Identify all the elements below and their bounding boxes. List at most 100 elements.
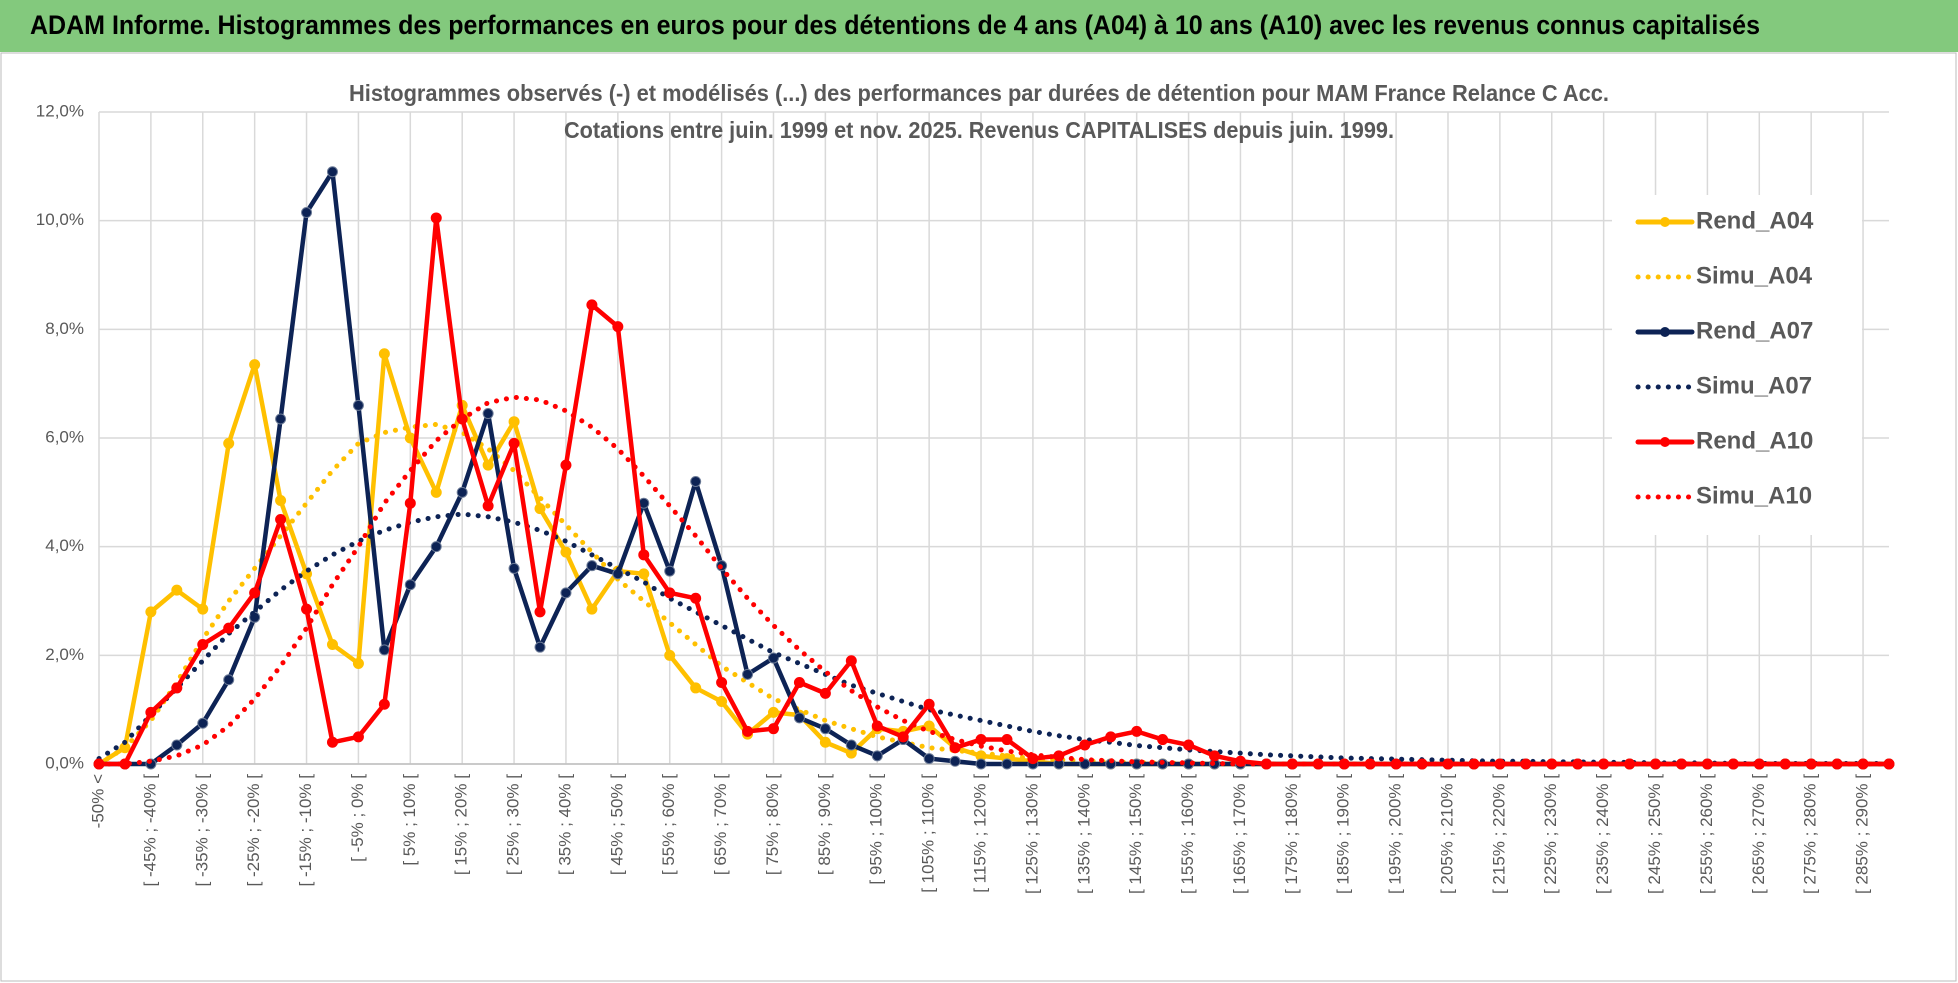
series-marker [845, 739, 857, 751]
legend-label: Simu_A10 [1696, 482, 1812, 509]
series-marker [326, 166, 338, 178]
series-marker [638, 568, 650, 580]
series-marker [482, 408, 494, 420]
series-marker [378, 698, 390, 710]
series-marker [975, 758, 987, 770]
y-tick-label: 0,0% [45, 753, 84, 772]
x-tick-label: [ 25% ; 30% [ [504, 774, 523, 875]
banner-bg [0, 0, 1958, 52]
series-marker [690, 682, 702, 694]
y-tick-label: 10,0% [36, 210, 84, 229]
chart-title: Histogrammes observés (-) et modélisés (… [349, 80, 1609, 106]
series-marker [664, 649, 676, 661]
series-marker [197, 717, 209, 729]
series-marker [430, 212, 442, 224]
chart-subtitle: Cotations entre juin. 1999 et nov. 2025.… [564, 117, 1394, 143]
series-marker [793, 677, 805, 688]
x-tick-label: [ 235% ; 240% [ [1593, 774, 1612, 894]
series-line [96, 215, 1892, 767]
series-marker [171, 682, 183, 694]
series-marker [508, 437, 520, 449]
series-marker [767, 723, 779, 735]
x-tick-label: [ 225% ; 230% [ [1541, 774, 1560, 894]
x-tick-label: [ 195% ; 200% [ [1386, 774, 1405, 894]
x-tick-label: [ 35% ; 40% [ [555, 774, 574, 875]
series-marker [430, 541, 442, 553]
x-tick-label: -50% < [88, 774, 107, 828]
series-marker [326, 736, 338, 748]
series-marker [871, 720, 883, 732]
legend-label: Simu_A04 [1696, 262, 1813, 289]
x-tick-label: [ -15% ; -10% [ [296, 774, 315, 887]
series-marker [716, 677, 728, 688]
series-marker [1079, 739, 1091, 751]
x-tick-label: [ 215% ; 220% [ [1489, 774, 1508, 894]
x-tick-label: [ 175% ; 180% [ [1282, 774, 1301, 894]
series-marker [897, 731, 909, 743]
series-marker [1157, 734, 1169, 746]
x-tick-label: [ 255% ; 260% [ [1697, 774, 1716, 894]
series-marker [1001, 758, 1013, 770]
series-marker [508, 562, 520, 574]
series-marker [586, 299, 598, 311]
series-marker [275, 413, 287, 425]
series-marker [378, 644, 390, 656]
y-tick-label: 6,0% [45, 427, 84, 446]
series-marker [1131, 725, 1143, 737]
series-marker [845, 655, 857, 667]
x-tick-label: [ 15% ; 20% [ [452, 774, 471, 875]
series-marker [352, 657, 364, 669]
series-marker [508, 416, 520, 428]
x-tick-label: [ 145% ; 150% [ [1126, 774, 1145, 894]
series-marker [949, 755, 961, 767]
x-tick-label: [ 45% ; 50% [ [607, 774, 626, 875]
legend-marker [1660, 437, 1670, 447]
legend-label: Rend_A04 [1696, 207, 1814, 234]
series-marker [793, 712, 805, 724]
legend-label: Rend_A10 [1696, 427, 1813, 454]
series-marker [223, 622, 235, 634]
series-marker [975, 734, 987, 746]
frame [0, 52, 1957, 982]
series-marker [197, 638, 209, 650]
series-marker [145, 606, 157, 618]
series-marker [352, 731, 364, 743]
series-marker [1001, 734, 1013, 746]
series-marker [352, 399, 364, 411]
series-marker [275, 514, 287, 525]
series-marker [171, 739, 183, 751]
series-marker [275, 494, 287, 506]
series-line [96, 421, 1892, 767]
series-marker [249, 359, 261, 371]
x-tick-label: [ 205% ; 210% [ [1437, 774, 1456, 894]
legend-marker [1660, 217, 1670, 227]
series-line [96, 394, 1892, 767]
series-marker [638, 549, 650, 561]
series-marker [1209, 750, 1221, 762]
series-marker [767, 706, 779, 718]
y-tick-label: 8,0% [45, 319, 84, 338]
series-marker [742, 725, 754, 737]
x-tick-label: [ 125% ; 130% [ [1022, 774, 1041, 894]
x-tick-label: [ 65% ; 70% [ [711, 774, 730, 875]
y-tick-label: 12,0% [36, 101, 84, 120]
series-marker [171, 584, 183, 596]
series-marker [301, 207, 313, 219]
x-tick-label: [ -5% ; 0% [ [348, 774, 367, 862]
series-marker [1883, 758, 1895, 770]
series-marker [145, 706, 157, 718]
x-tick-label: [ 5% ; 10% [ [400, 774, 419, 866]
series-marker [819, 723, 831, 735]
series-marker [404, 497, 416, 509]
x-tick-label: [ -25% ; -20% [ [244, 774, 263, 887]
x-tick-label: [ 165% ; 170% [ [1230, 774, 1249, 894]
legend-marker [1660, 327, 1670, 337]
series-marker [456, 486, 468, 498]
series-marker [430, 486, 442, 498]
y-tick-label: 2,0% [45, 645, 84, 664]
series-marker [326, 638, 338, 650]
x-tick-label: [ 245% ; 250% [ [1645, 774, 1664, 894]
legend-label: Simu_A07 [1696, 372, 1812, 399]
x-tick-label: [ 285% ; 290% [ [1853, 774, 1872, 894]
